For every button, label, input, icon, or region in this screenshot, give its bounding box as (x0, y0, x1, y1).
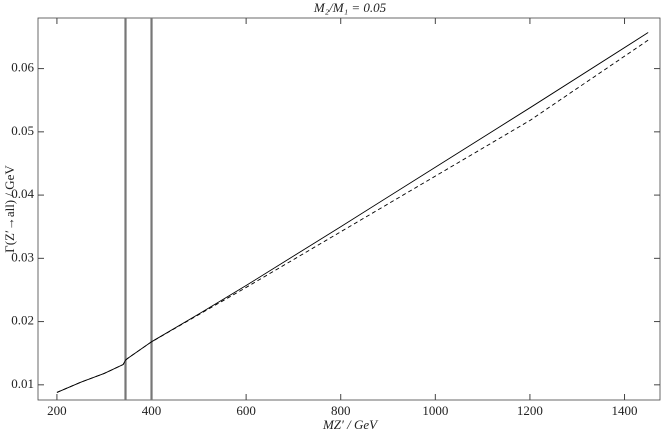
series-line (56, 39, 649, 393)
x-tick-label: 1000 (422, 403, 448, 418)
x-tick-label: 200 (47, 403, 67, 418)
x-axis-label: MZ′ / GeV (322, 417, 379, 432)
x-tick-label: 400 (142, 403, 162, 418)
x-tick-label: 600 (236, 403, 256, 418)
plot-frame (37, 17, 661, 401)
y-axis-label: Γ(Z′→all) / GeV (2, 165, 17, 253)
x-tick-label: 1400 (612, 403, 638, 418)
chart-title: M₂/M₁ = 0.05 (313, 0, 387, 15)
y-tick-label: 0.02 (11, 313, 34, 328)
y-tick-label: 0.05 (11, 123, 34, 138)
y-tick-label: 0.04 (11, 186, 34, 201)
y-tick-label: 0.01 (11, 376, 34, 391)
y-tick-label: 0.03 (11, 249, 34, 264)
x-tick-label: 800 (331, 403, 351, 418)
x-tick-label: 1200 (517, 403, 543, 418)
series-line (56, 32, 649, 393)
y-tick-label: 0.06 (11, 60, 34, 75)
